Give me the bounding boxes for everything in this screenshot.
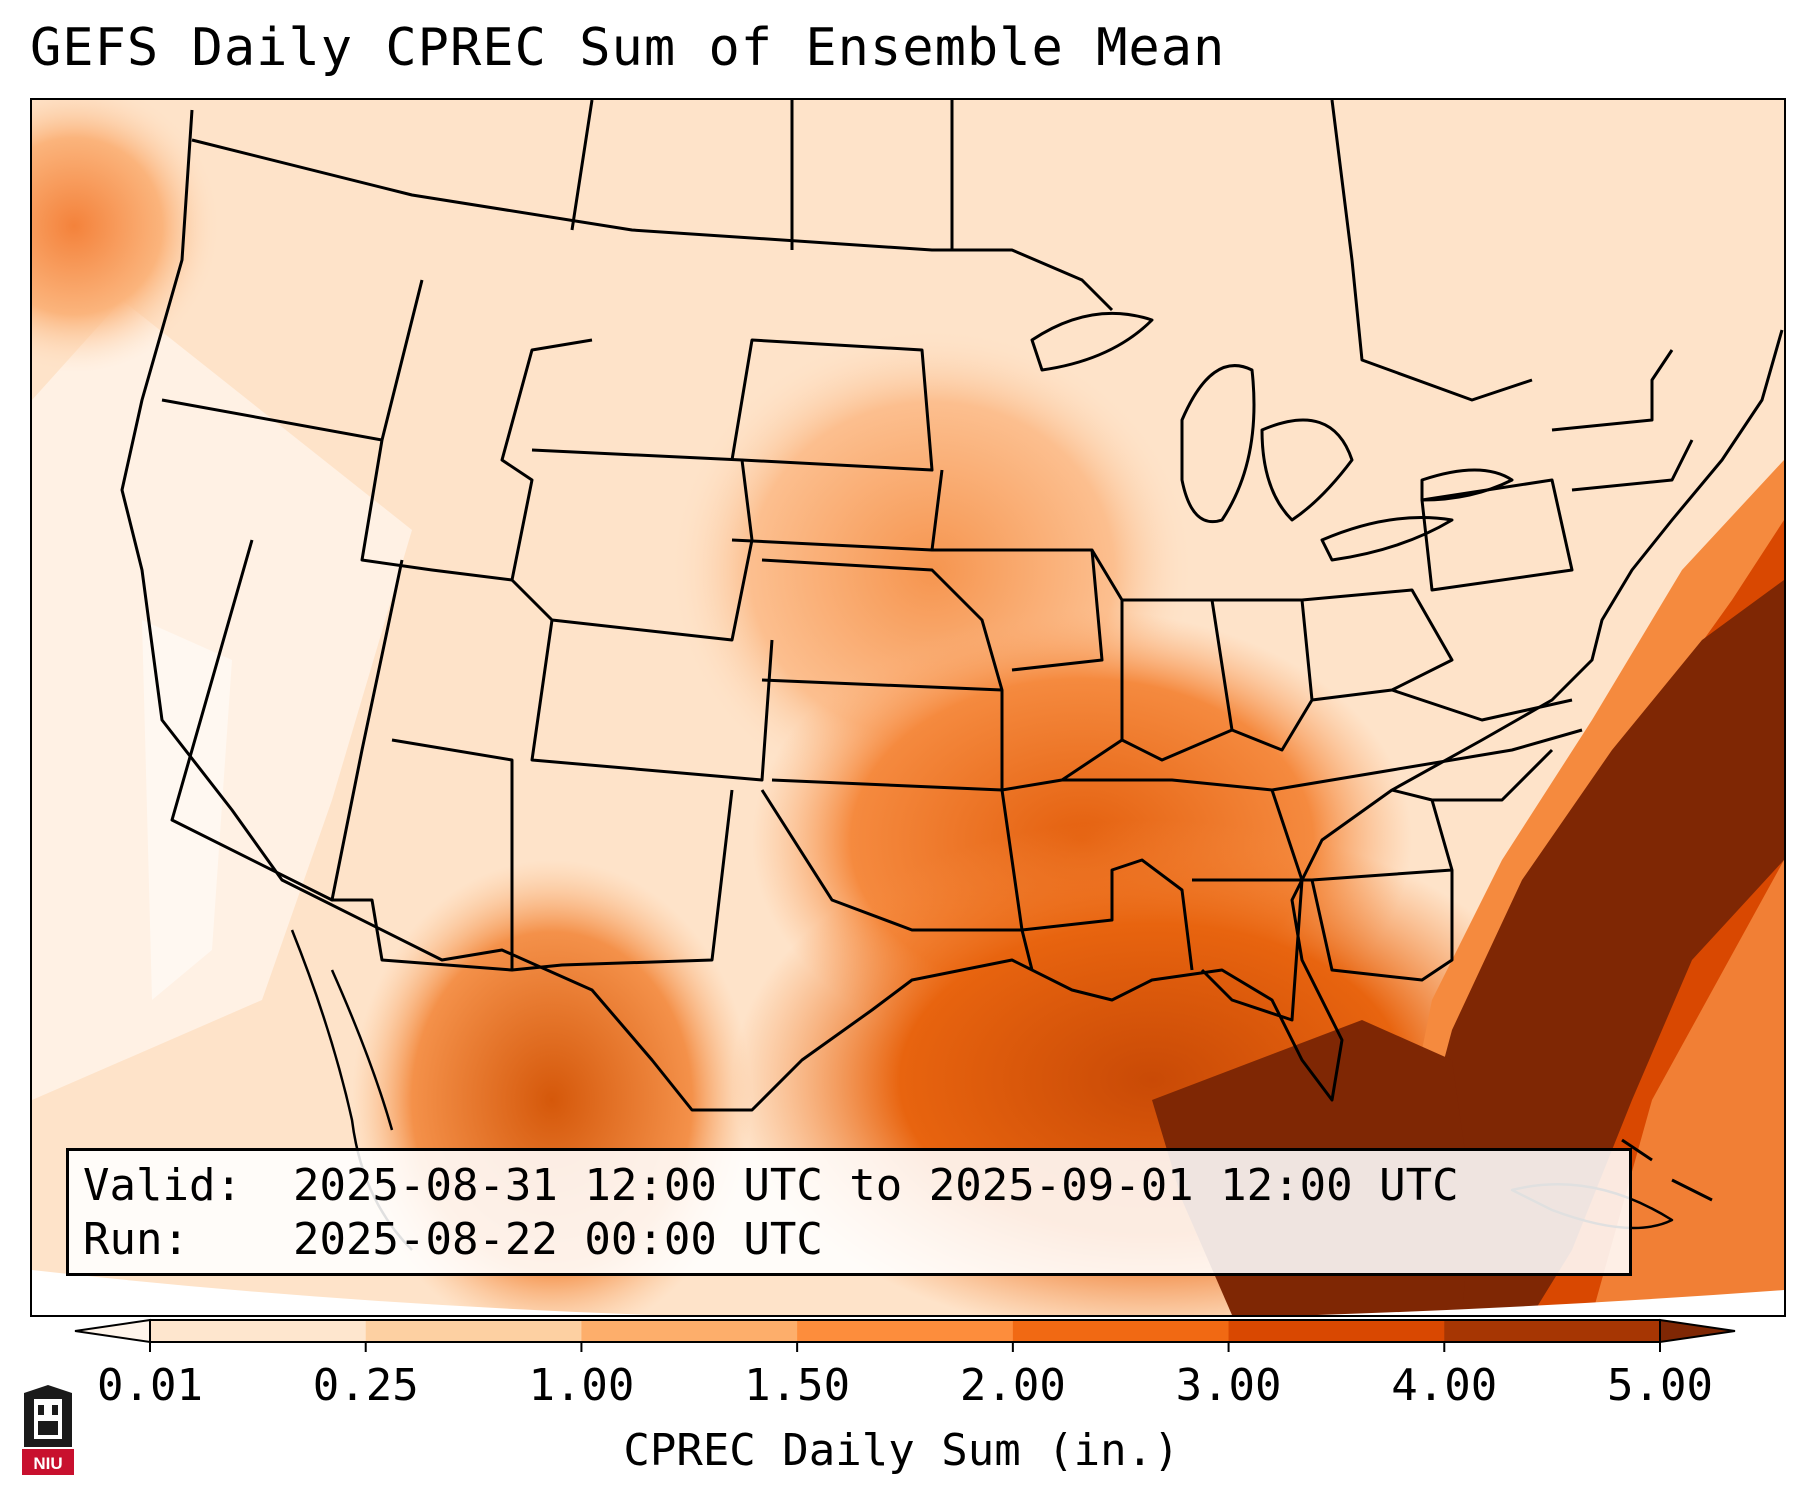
- logo-text: NIU: [33, 1454, 62, 1473]
- niu-logo-icon: NIU: [20, 1385, 76, 1484]
- colorbar-swatch: [1444, 1320, 1661, 1342]
- colorbar-tick-label: 1.50: [744, 1360, 851, 1411]
- colorbar-tick-label: 3.00: [1175, 1360, 1282, 1411]
- valid-run-info-box: Valid: 2025-08-31 12:00 UTC to 2025-09-01…: [66, 1148, 1632, 1276]
- valid-label: Valid:: [83, 1160, 242, 1211]
- colorbar-title: CPREC Daily Sum (in.): [623, 1425, 1180, 1476]
- colorbar: [74, 1318, 1736, 1352]
- colorbar-tick-label: 0.01: [97, 1360, 203, 1411]
- run-value: 2025-08-22 00:00 UTC: [293, 1214, 823, 1265]
- map-panel[interactable]: [30, 98, 1786, 1317]
- colorbar-swatch: [150, 1320, 367, 1342]
- colorbar-swatch: [365, 1320, 582, 1342]
- run-label: Run:: [83, 1214, 189, 1265]
- colorbar-tick-label: 5.00: [1607, 1360, 1713, 1411]
- map-title: GEFS Daily CPREC Sum of Ensemble Mean: [30, 18, 1226, 78]
- colorbar-tick-label: 2.00: [959, 1360, 1066, 1411]
- colorbar-tick-label: 4.00: [1391, 1360, 1498, 1411]
- valid-value: 2025-08-31 12:00 UTC to 2025-09-01 12:00…: [293, 1160, 1459, 1211]
- colorbar-extend-max: [1659, 1318, 1736, 1344]
- colorbar-swatches: [74, 1318, 1736, 1352]
- colorbar-swatch: [1012, 1320, 1230, 1342]
- colorbar-swatch: [797, 1320, 1014, 1342]
- colorbar-extend-min: [74, 1318, 151, 1344]
- colorbar-tick-label: 1.00: [528, 1360, 635, 1411]
- colorbar-swatch: [1228, 1320, 1445, 1342]
- colorbar-outline: [149, 1319, 1661, 1343]
- precip-map: [32, 100, 1784, 1315]
- colorbar-tick-label: 0.25: [312, 1360, 419, 1411]
- colorbar-swatch: [581, 1320, 798, 1342]
